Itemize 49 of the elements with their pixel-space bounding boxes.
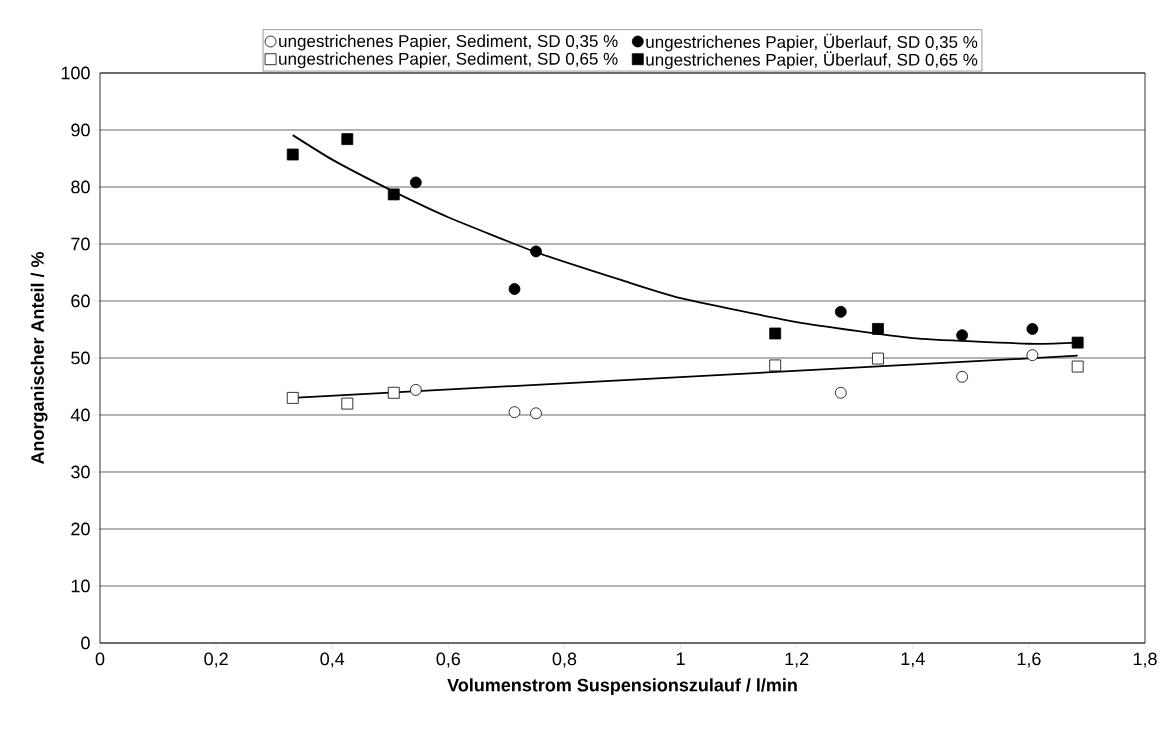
x-axis-title: Volumenstrom Suspensionszulauf / l/min [447, 678, 797, 696]
point [530, 245, 542, 258]
point [834, 305, 847, 318]
point [508, 406, 521, 419]
x-tick-label: 1,4 [901, 652, 925, 668]
point [286, 148, 299, 161]
y-tick-label: 60 [71, 294, 90, 308]
y-tick-label: 100 [61, 66, 90, 80]
point [1026, 349, 1039, 362]
point [956, 329, 969, 342]
point [1026, 323, 1039, 335]
point [872, 352, 884, 365]
legend-label: ungestrichenes Papier, Überlauf, SD 0,65 % [646, 51, 978, 70]
point [769, 327, 782, 340]
y-tick-label: 70 [71, 237, 90, 251]
point [387, 386, 400, 399]
x-tick-label: 0,4 [320, 652, 345, 668]
y-axis-title: Anorganischer Anteil / % [30, 251, 48, 465]
point [286, 392, 299, 404]
y-tick-label: 30 [71, 465, 90, 479]
point [341, 133, 354, 146]
x-tick-label: 0 [95, 652, 105, 666]
y-tick-label: 0 [81, 636, 90, 650]
point [530, 407, 542, 420]
point [769, 359, 782, 372]
y-tick-label: 90 [71, 123, 90, 137]
legend-label: ungestrichenes Papier, Überlauf, SD 0,35 % [646, 33, 978, 52]
x-tick-label: 0,6 [436, 652, 461, 668]
y-tick-label: 80 [71, 180, 90, 194]
point [409, 384, 422, 396]
point [341, 397, 354, 410]
point [508, 283, 521, 295]
y-tick-label: 50 [71, 351, 90, 365]
point [872, 323, 884, 335]
y-tick-label: 40 [70, 408, 90, 422]
point [1071, 360, 1084, 373]
y-tick-label: 20 [71, 522, 90, 536]
x-tick-label: 1,2 [785, 652, 809, 668]
point [409, 176, 422, 189]
x-tick-label: 0,2 [204, 652, 228, 668]
x-tick-label: 1 [676, 652, 685, 665]
point [1071, 336, 1084, 349]
x-tick-label: 1,6 [1017, 652, 1041, 668]
legend-label: ungestrichenes Papier, Sediment, SD 0,35 % [279, 34, 618, 51]
point [387, 188, 400, 201]
y-tick-label: 10 [71, 579, 90, 593]
x-tick-label: 1,8 [1133, 652, 1157, 668]
legend-label: ungestrichenes Papier, Sediment, SD 0,65 % [279, 52, 618, 69]
x-tick-label: 0,8 [552, 652, 577, 668]
